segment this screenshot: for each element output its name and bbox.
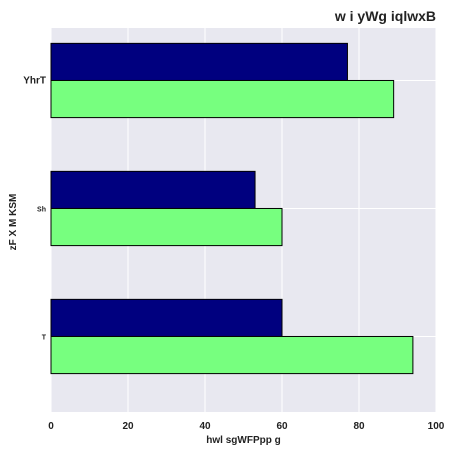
y-tick-label: YhrT [23, 75, 46, 86]
bar-yhrt-series-1 [50, 42, 348, 81]
bars [50, 42, 414, 375]
bar-sh-series-1 [50, 170, 256, 209]
chart-title: w i yWg iqlwxB [334, 8, 436, 24]
bar-yhrt-series-2 [50, 79, 395, 119]
bar-t-series-1 [50, 298, 283, 337]
y-axis-label: zF X M KSM [8, 194, 19, 251]
x-tick-label: 40 [199, 421, 211, 432]
x-axis-label: hwl sgWFPpp g [206, 435, 280, 446]
x-tick-label: 80 [353, 421, 365, 432]
ticks: YhrT Sh T 0 20 40 60 80 100 [23, 75, 445, 432]
bar-t-series-2 [50, 335, 414, 375]
x-tick-label: 20 [122, 421, 134, 432]
x-tick-label: 100 [428, 421, 445, 432]
x-tick-label: 60 [276, 421, 288, 432]
y-tick-label: Sh [37, 206, 46, 213]
y-tick-label: T [42, 334, 47, 341]
x-tick-label: 0 [48, 421, 54, 432]
bar-sh-series-2 [50, 207, 283, 247]
